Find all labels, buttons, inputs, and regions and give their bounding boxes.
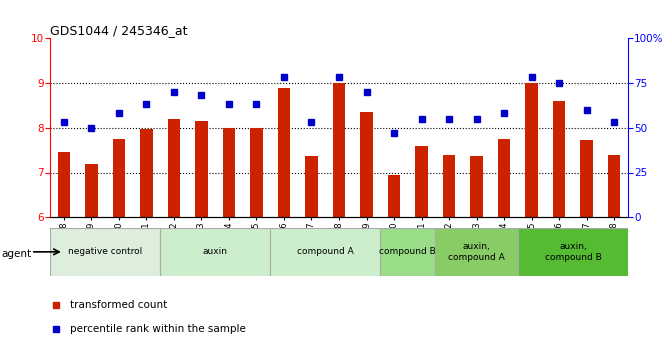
Text: auxin: auxin: [202, 247, 228, 256]
Bar: [608, 156, 621, 217]
Bar: [86, 164, 98, 217]
Bar: [470, 156, 483, 217]
Bar: [222, 128, 235, 217]
Bar: [57, 152, 70, 217]
Bar: [250, 128, 263, 217]
Bar: [140, 129, 152, 217]
Text: compound B: compound B: [379, 247, 436, 256]
Bar: [580, 140, 593, 217]
Text: negative control: negative control: [68, 247, 142, 256]
Bar: [526, 83, 538, 217]
Text: auxin,
compound A: auxin, compound A: [448, 242, 505, 262]
Bar: [278, 88, 290, 217]
Bar: [360, 112, 373, 217]
Bar: [553, 101, 565, 217]
Bar: [168, 119, 180, 217]
Bar: [271, 228, 380, 276]
Bar: [195, 121, 208, 217]
Bar: [388, 175, 400, 217]
Bar: [518, 228, 628, 276]
Bar: [333, 83, 345, 217]
Bar: [443, 156, 456, 217]
Bar: [160, 228, 271, 276]
Text: compound A: compound A: [297, 247, 353, 256]
Text: percentile rank within the sample: percentile rank within the sample: [70, 325, 246, 334]
Text: auxin,
compound B: auxin, compound B: [544, 242, 601, 262]
Bar: [305, 156, 318, 217]
Text: transformed count: transformed count: [70, 300, 168, 309]
Bar: [50, 228, 160, 276]
Bar: [498, 139, 510, 217]
Text: agent: agent: [1, 249, 31, 258]
Bar: [415, 147, 428, 217]
Bar: [380, 228, 436, 276]
Text: GDS1044 / 245346_at: GDS1044 / 245346_at: [50, 24, 188, 37]
Bar: [113, 139, 125, 217]
Bar: [436, 228, 518, 276]
